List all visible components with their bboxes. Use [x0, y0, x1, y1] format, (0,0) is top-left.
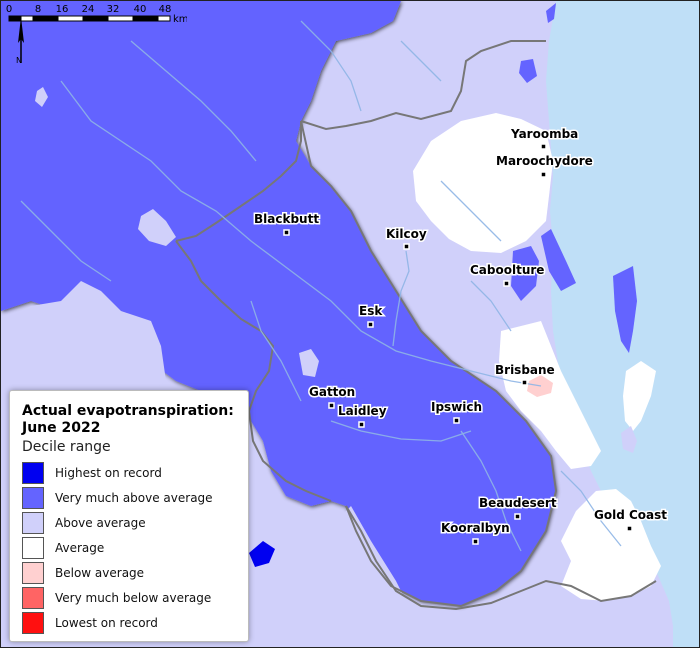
- legend-swatch: [22, 511, 44, 534]
- town-marker-gatton[interactable]: [328, 402, 335, 409]
- town-marker-gold-coast[interactable]: [626, 525, 633, 532]
- scale-tick-16: 16: [56, 4, 69, 15]
- region-average-brisbane: [499, 321, 601, 469]
- region-above-average-island-2: [621, 426, 637, 453]
- region-above-average-patch-3: [35, 87, 48, 107]
- legend-item: Below average: [22, 560, 236, 585]
- legend-swatch: [22, 461, 44, 484]
- region-very-much-above-average-coast-2: [511, 246, 539, 301]
- town-marker-caboolture[interactable]: [503, 280, 510, 287]
- north-arrow-label: N: [16, 56, 22, 65]
- town-markers: Yaroomba Maroochydore Blackbutt Kilcoy C…: [253, 126, 669, 545]
- north-arrow: N: [16, 17, 24, 65]
- town-marker-laidley[interactable]: [358, 421, 365, 428]
- scale-tick-0: 0: [6, 4, 12, 15]
- region-very-much-above-average-ne: [546, 3, 556, 23]
- region-average-island: [623, 361, 656, 431]
- town-marker-kilcoy[interactable]: [403, 243, 410, 250]
- legend-label: Highest on record: [55, 465, 162, 480]
- legend-label: Below average: [55, 565, 145, 580]
- town-label-kooralbyn: Kooralbyn: [441, 521, 510, 535]
- legend-swatch: [22, 486, 44, 509]
- region-above-average-south: [251, 506, 421, 647]
- town-label-brisbane: Brisbane: [495, 363, 555, 377]
- town-marker-blackbutt[interactable]: [283, 229, 290, 236]
- town-label-laidley: Laidley: [338, 404, 387, 418]
- legend: Actual evapotranspiration: June 2022 Dec…: [9, 390, 249, 642]
- legend-item: Lowest on record: [22, 610, 236, 635]
- catchment-boundary-south: [345, 505, 657, 611]
- region-average-north-coast: [413, 113, 553, 253]
- region-average-gold-coast: [561, 489, 661, 601]
- scale-tick-40: 40: [134, 4, 147, 15]
- legend-swatch: [22, 586, 44, 609]
- scale-bar-segments: [8, 15, 171, 22]
- scale-tick-24: 24: [82, 4, 95, 15]
- town-label-ipswich: Ipswich: [431, 400, 482, 414]
- town-marker-brisbane[interactable]: [521, 379, 528, 386]
- town-label-kilcoy: Kilcoy: [386, 227, 427, 241]
- town-label-gatton: Gatton: [309, 385, 355, 399]
- legend-swatch: [22, 561, 44, 584]
- legend-item: Highest on record: [22, 460, 236, 485]
- town-marker-kooralbyn[interactable]: [472, 538, 479, 545]
- rivers: [20, 20, 622, 552]
- catchment-boundary-ne: [300, 40, 546, 131]
- legend-label: Very much above average: [55, 490, 213, 505]
- legend-items: Highest on record Very much above average…: [22, 460, 236, 635]
- town-label-gold-coast: Gold Coast: [594, 508, 667, 522]
- scale-tick-8: 8: [35, 4, 41, 15]
- legend-swatch: [22, 611, 44, 634]
- legend-label: Very much below average: [55, 590, 212, 605]
- legend-item: Very much above average: [22, 485, 236, 510]
- town-label-blackbutt: Blackbutt: [254, 212, 319, 226]
- scale-tick-48: 48: [159, 4, 172, 15]
- town-label-caboolture: Caboolture: [470, 263, 544, 277]
- legend-item: Very much below average: [22, 585, 236, 610]
- town-marker-esk[interactable]: [367, 321, 374, 328]
- legend-subtitle: Decile range: [22, 439, 111, 455]
- region-very-much-above-average: [1, 1, 556, 606]
- region-very-much-above-average-coast-1: [541, 229, 576, 291]
- legend-title: Actual evapotranspiration: June 2022: [22, 403, 234, 436]
- legend-swatch: [22, 536, 44, 559]
- catchment-boundary-north: [175, 121, 302, 242]
- catchment-boundary: [300, 120, 558, 608]
- region-very-much-above-average-island: [613, 266, 637, 353]
- town-label-esk: Esk: [359, 304, 383, 318]
- scale-tick-32: 32: [107, 4, 120, 15]
- region-above-average-patch-2: [299, 349, 319, 377]
- town-label-yaroomba: Yaroomba: [510, 127, 578, 141]
- legend-label: Above average: [55, 515, 146, 530]
- region-very-much-above-average-small: [519, 59, 537, 83]
- legend-item: Average: [22, 535, 236, 560]
- legend-label: Lowest on record: [55, 615, 158, 630]
- town-marker-maroochydore[interactable]: [540, 171, 547, 178]
- region-highest-on-record: [249, 541, 275, 567]
- town-marker-beaudesert[interactable]: [514, 513, 521, 520]
- legend-item: Above average: [22, 510, 236, 535]
- town-marker-ipswich[interactable]: [453, 417, 460, 424]
- town-label-maroochydore: Maroochydore: [496, 154, 593, 168]
- town-label-beaudesert: Beaudesert: [479, 496, 557, 510]
- legend-label: Average: [55, 540, 105, 555]
- region-above-average-patch-1: [138, 209, 176, 246]
- catchment-boundary-west: [175, 240, 332, 502]
- scale-unit: km: [173, 14, 187, 25]
- scale-tick-labels: 0 8 16 24 32 40 48 km: [6, 4, 187, 25]
- region-above-average-west: [1, 281, 166, 391]
- scale-bar: 0 8 16 24 32 40 48 km: [6, 4, 187, 25]
- town-marker-yaroomba[interactable]: [540, 143, 547, 150]
